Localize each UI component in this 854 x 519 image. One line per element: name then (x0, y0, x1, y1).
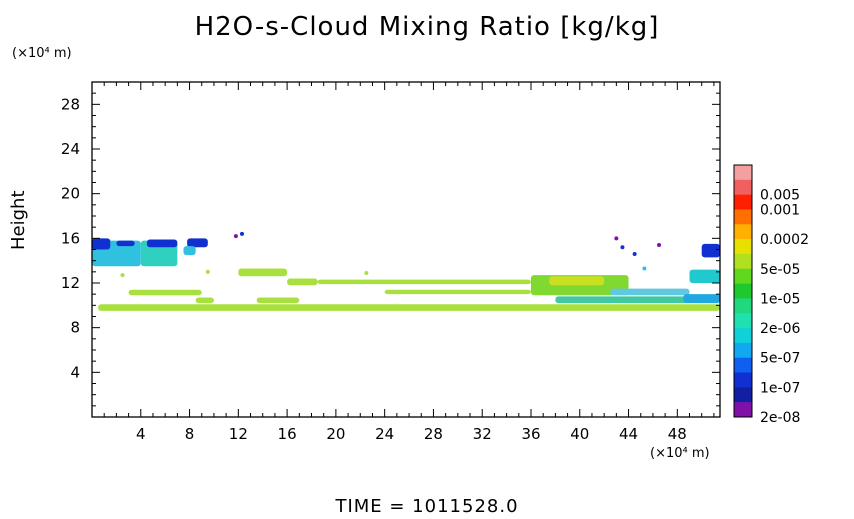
colorbar-swatch (734, 209, 752, 225)
colorbar-swatch (734, 298, 752, 314)
cloud-speck (205, 269, 210, 274)
cloud-region (317, 279, 531, 285)
cloud-region (689, 269, 720, 283)
x-tick-label: 12 (229, 425, 248, 443)
time-readout: TIME = 1011528.0 (335, 496, 519, 517)
data-layer (92, 231, 720, 311)
colorbar-swatch (734, 387, 752, 403)
cloud-region (610, 288, 690, 296)
cloud-region (195, 297, 214, 304)
y-axis-unit: (×10⁴ m) (12, 46, 72, 61)
y-tick-label: 8 (70, 319, 80, 337)
cloud-speck (642, 266, 647, 271)
cloud-region (187, 238, 208, 248)
cloud-region (146, 239, 178, 248)
cloud-region (98, 304, 720, 311)
colorbar-swatch (734, 283, 752, 299)
y-tick-label: 24 (61, 140, 80, 158)
x-tick-label: 32 (473, 425, 492, 443)
cloud-region (256, 297, 300, 304)
cloud-speck (120, 273, 125, 278)
colorbar-swatch (734, 313, 752, 329)
colorbar-swatch (734, 372, 752, 388)
y-tick-label: 20 (61, 185, 80, 203)
colorbar-swatch (734, 402, 752, 418)
colorbar-label: 0.0002 (760, 232, 809, 248)
cloud-region (701, 243, 720, 258)
colorbar-swatch (734, 253, 752, 270)
cloud-region (287, 278, 318, 286)
cloud-region (183, 246, 196, 256)
colorbar-label: 2e-06 (760, 321, 800, 337)
cloud-speck (239, 231, 244, 236)
colorbar-swatch (734, 179, 752, 195)
x-tick-label: 20 (326, 425, 345, 443)
y-tick-label: 12 (61, 274, 80, 292)
x-tick-label: 48 (668, 425, 687, 443)
colorbar-label: 0.001 (760, 202, 800, 218)
cloud-region (384, 289, 531, 295)
cloud-speck (233, 234, 238, 239)
x-tick-label: 24 (375, 425, 394, 443)
colorbar-label: 1e-07 (760, 380, 800, 396)
cloud-region (549, 276, 605, 286)
y-tick-label: 4 (70, 363, 80, 381)
colorbar-swatch (734, 328, 752, 344)
y-tick-label: 16 (61, 229, 80, 247)
colorbar-swatch (734, 194, 752, 210)
colorbar-label: 5e-07 (760, 351, 800, 367)
x-tick-label: 16 (278, 425, 297, 443)
colorbar-swatch (734, 342, 752, 359)
colorbar-swatch (734, 165, 752, 181)
colorbar-swatch (734, 224, 752, 240)
x-tick-label: 44 (619, 425, 638, 443)
colorbar-swatch (734, 268, 752, 284)
colorbar-label: 2e-08 (760, 410, 800, 426)
colorbar-label: 0.005 (760, 188, 800, 204)
cloud-speck (614, 236, 619, 241)
x-tick-label: 4 (136, 425, 146, 443)
chart-title: H2O-s-Cloud Mixing Ratio [kg/kg] (194, 12, 660, 42)
x-tick-label: 28 (424, 425, 443, 443)
cloud-speck (364, 270, 369, 275)
cloud-speck (657, 243, 662, 248)
x-tick-label: 8 (185, 425, 195, 443)
colorbar-swatch (734, 357, 752, 373)
x-axis-unit: (×10⁴ m) (650, 446, 710, 461)
cloud-region (238, 268, 288, 277)
x-tick-label: 36 (521, 425, 540, 443)
cloud-speck (620, 245, 625, 250)
colorbar-frame (733, 164, 753, 418)
cloud-region (116, 240, 135, 247)
cloud-region (92, 238, 111, 250)
x-tick-label: 40 (570, 425, 589, 443)
colorbar-swatch (734, 239, 752, 255)
cloud-region (128, 289, 202, 296)
cloud-region (683, 294, 720, 304)
colorbar-label: 1e-05 (760, 291, 800, 307)
cloud-region (555, 296, 690, 304)
cloud-speck (632, 251, 637, 256)
colorbar-label: 5e-05 (760, 262, 800, 278)
y-tick-label: 28 (61, 95, 80, 113)
